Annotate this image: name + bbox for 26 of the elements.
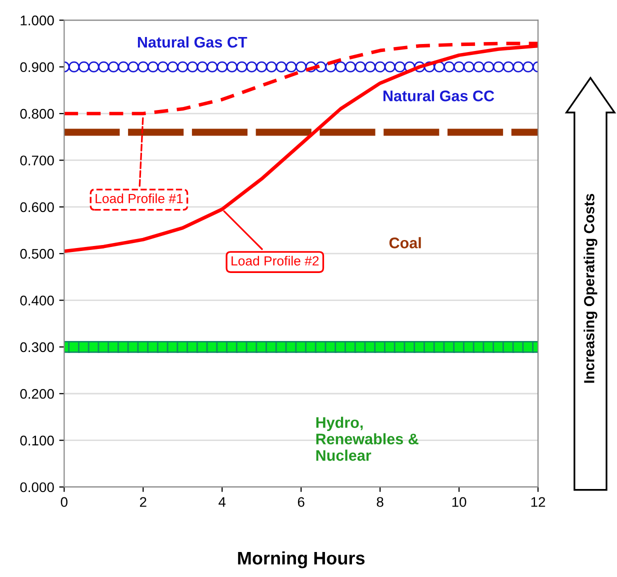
x-axis-title: Morning Hours xyxy=(238,551,365,568)
y-tick-label: 0.700 xyxy=(20,156,54,166)
y-tick-label: 1.000 xyxy=(20,16,54,26)
annotation: Hydro, Renewables & Nuclear xyxy=(316,416,418,461)
x-tick-label: 8 xyxy=(376,497,384,507)
y-tick-label: 0.500 xyxy=(20,248,54,259)
y-tick-label: 0.600 xyxy=(20,202,54,212)
x-tick-label: 0 xyxy=(60,497,68,507)
y-tick-label: 0.200 xyxy=(20,388,54,399)
x-tick-label: 6 xyxy=(298,497,304,507)
y-tick-label: 0.900 xyxy=(20,62,54,72)
y-tick-label: 0.300 xyxy=(20,342,54,352)
y-tick-label: 0.000 xyxy=(20,482,54,492)
x-tick-label: 12 xyxy=(531,497,546,507)
annotation: Coal xyxy=(389,237,421,248)
annotation: Natural Gas CC xyxy=(384,90,494,102)
x-tick-label: 10 xyxy=(452,497,466,507)
text: Increasing Operating Costs xyxy=(584,194,598,383)
y-tick-label: 0.400 xyxy=(20,296,54,306)
x-tick-label: 4 xyxy=(218,497,226,507)
text: Load Profile #2 xyxy=(232,256,319,266)
x-tick-label: 2 xyxy=(140,497,146,507)
annotation: Natural Gas CT xyxy=(138,36,248,48)
y-tick-label: 0.100 xyxy=(20,436,54,446)
text: Load Profile #1 xyxy=(96,194,183,204)
y-tick-label: 0.800 xyxy=(20,108,54,119)
